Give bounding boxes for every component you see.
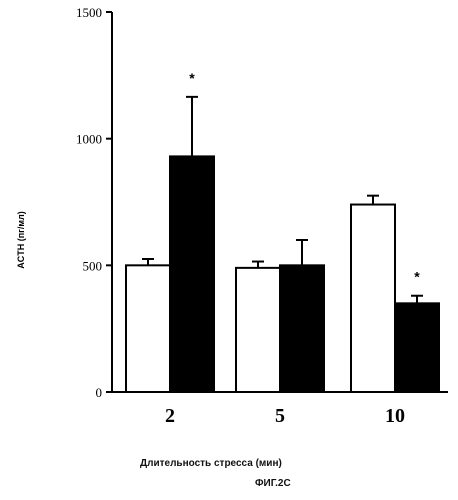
x-tick-label-5: 5 bbox=[275, 405, 285, 427]
figure-caption: ФИГ.2С bbox=[255, 478, 291, 489]
y-tick-label: 500 bbox=[83, 258, 103, 273]
bar-white-2 bbox=[126, 265, 170, 392]
y-tick-label: 1000 bbox=[76, 132, 102, 147]
y-axis-label: ACTH (пг/мл) bbox=[16, 211, 26, 269]
significance-mark-2: * bbox=[189, 70, 195, 86]
bar-white-5 bbox=[236, 268, 280, 392]
x-tick-label-10: 10 bbox=[385, 405, 405, 427]
y-tick-label: 0 bbox=[96, 385, 103, 400]
bar-black-2 bbox=[170, 156, 214, 392]
bar-white-10 bbox=[351, 205, 395, 392]
x-axis-label: Длительность стресса (мин) bbox=[140, 458, 282, 469]
x-tick-label-2: 2 bbox=[165, 405, 175, 427]
bar-black-5 bbox=[280, 265, 324, 392]
y-tick-label: 1500 bbox=[76, 5, 102, 20]
bar-black-10 bbox=[395, 303, 439, 392]
significance-mark-10: * bbox=[414, 269, 420, 285]
